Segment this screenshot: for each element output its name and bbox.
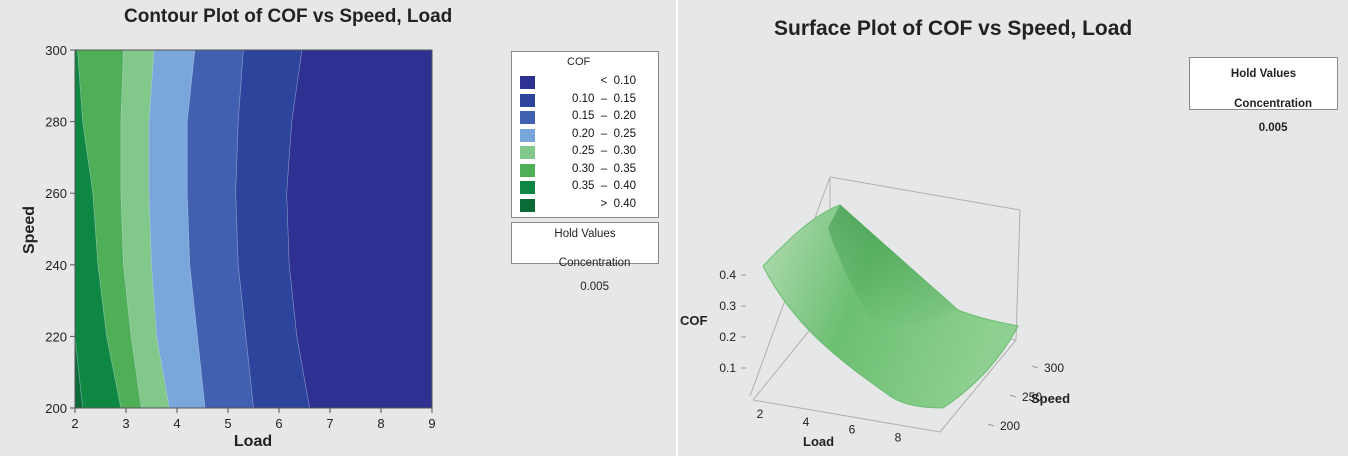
box-edge [1015,209,1021,341]
surface-hold-values-label: Concentration [1234,98,1313,110]
z-tick-label: 0.1 [719,361,736,375]
legend-title: COF [567,56,591,68]
y-tick-label: 220 [45,329,67,344]
y-tick [987,423,995,427]
hold-values-title: Hold Values [554,228,616,240]
contour-line [77,49,122,409]
x-tick-label: 3 [122,416,129,431]
contour-line [148,49,170,409]
legend-label: < 0.10 [600,75,637,87]
x-tick-label: 4 [173,416,180,431]
box-edge [752,399,941,433]
contour-band [75,50,121,408]
cof-surface-shading [828,205,958,330]
legend-label: 0.25 – 0.30 [572,145,636,157]
z-tick-label: 0.2 [719,330,736,344]
y-tick-label: 280 [45,115,67,130]
legend-swatch [520,181,535,194]
x-tick-label: 9 [428,416,435,431]
y-axis-label: Speed [1031,391,1070,406]
legend-swatch [520,128,535,142]
x-tick-label: 8 [895,430,902,444]
z-axis-label: COF [680,313,708,328]
surface-plot-panel: Surface Plot of COF vs Speed, Load Hold … [678,0,1348,456]
legend-swatch [520,111,535,124]
x-tick-label: 6 [275,416,282,431]
x-tick-label: 8 [377,416,384,431]
x-tick-label: 2 [71,416,78,431]
z-tick-label: 0.4 [719,268,736,282]
surface-hold-values-value: 0.005 [1258,122,1288,134]
legend-label: 0.35 – 0.40 [572,180,636,192]
y-tick-label: 250 [1022,390,1042,404]
x-axis-label: Load [234,433,272,450]
y-tick-label: 240 [45,258,67,273]
legend-label: 0.15 – 0.20 [572,110,636,122]
y-tick [1031,365,1039,369]
legend-label: 0.20 – 0.25 [572,127,636,140]
y-tick-label: 260 [45,186,67,201]
y-tick [1009,394,1017,398]
hold-values-label: Concentration [558,257,631,269]
x-tick-label: 7 [326,416,333,431]
contour-plot: 2 3 4 5 6 7 8 9 200 220 240 260 280 300 Load Speed [21,43,436,450]
legend-swatch [520,198,535,212]
y-tick-label: 200 [45,401,67,416]
y-axis-label: Speed [21,206,38,254]
contour-line [186,49,206,409]
y-tick-label: 200 [1000,419,1020,433]
x-axis-label: Load [803,434,834,449]
contour-line [235,49,254,409]
box-edge [829,176,1021,211]
surface-plot-title: Surface Plot of COF vs Speed, Load [774,17,1133,40]
contour-plot-frame [74,49,433,409]
y-tick-label: 300 [1044,361,1064,375]
x-tick-label: 5 [224,416,231,431]
surface-hold-values-title: Hold Values [1230,68,1297,80]
legend-label: 0.30 – 0.35 [572,162,636,175]
hold-values-entry: Concentration 0.005 [512,245,658,305]
hold-values-value: 0.005 [580,281,609,293]
surface-plot: 0.1 0.2 0.3 0.4 2 4 6 8 200 250 300 COF Load Spe… [680,176,1070,449]
y-tick-label: 300 [45,43,67,58]
z-tick-label: 0.3 [719,299,736,313]
x-tick-label: 4 [803,415,810,429]
x-tick-label: 2 [757,407,764,421]
legend-swatch [520,76,535,89]
legend-swatch [520,93,535,107]
legend-label: > 0.40 [600,197,637,210]
contour-plot-title: Contour Plot of COF vs Speed, Load [124,6,453,27]
cof-legend: COF < 0.10 0.10 – 0.15 0.15 – 0.20 0.20 – 0… [511,51,659,218]
contour-line [286,49,310,409]
hold-values-box: Hold Values Concentration 0.005 [511,222,659,293]
contour-plot-panel: Contour Plot of COF vs Speed, Load 2 3 4 5 6… [0,0,676,456]
legend-swatch [520,163,535,177]
surface-hold-values-box: Hold Values Concentration 0.005 [1189,57,1338,134]
contour-band [75,264,83,408]
contour-line [120,49,142,409]
x-tick-label: 6 [849,423,856,437]
legend-swatch [520,146,535,159]
surface-hold-values-entry: Concentration 0.005 [1190,86,1337,146]
legend-label: 0.10 – 0.15 [572,92,636,105]
box-edge [939,339,1017,433]
